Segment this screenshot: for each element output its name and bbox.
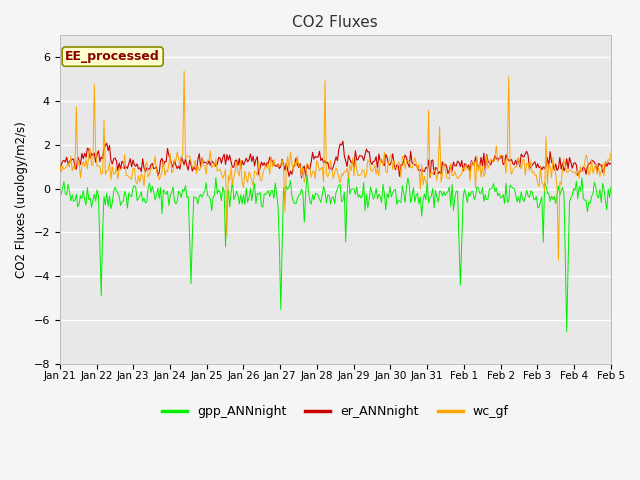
Text: EE_processed: EE_processed <box>65 50 160 63</box>
Title: CO2 Fluxes: CO2 Fluxes <box>292 15 378 30</box>
Y-axis label: CO2 Fluxes (urology/m2/s): CO2 Fluxes (urology/m2/s) <box>15 121 28 278</box>
Legend: gpp_ANNnight, er_ANNnight, wc_gf: gpp_ANNnight, er_ANNnight, wc_gf <box>157 400 513 423</box>
